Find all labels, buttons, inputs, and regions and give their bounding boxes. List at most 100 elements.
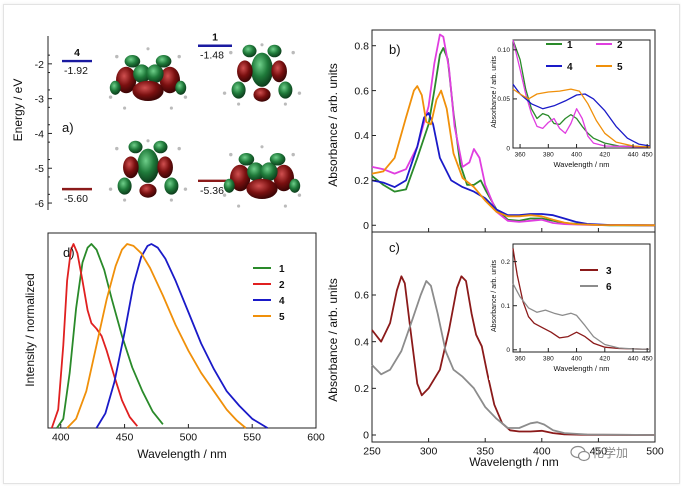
inset-y-tick-label: 0	[506, 145, 510, 152]
orbital-picture-4-homo	[108, 139, 188, 202]
inset-y-tick-label: 0.2	[501, 259, 510, 266]
inset-plot: 360 380 400 420 440 450 0 0.05 0.10 Wavelength / …	[489, 36, 653, 176]
inset-x-axis-title: Wavelength / nm	[554, 364, 610, 373]
energy-value-4-lumo: -1.92	[64, 65, 88, 77]
inset-x-tick-label: 450	[642, 356, 653, 363]
energy-value-1-homo: -5.36	[200, 185, 224, 197]
inset-x-tick-label: 420	[599, 356, 610, 363]
compound-label-4: 4	[74, 47, 80, 59]
inset-plot-frame	[512, 243, 651, 353]
inset-x-tick-label: 380	[543, 152, 554, 159]
x-tick-label: 500	[646, 446, 664, 458]
inset-x-tick-label: 360	[515, 152, 526, 159]
inset-x-axis-title: Wavelength / nm	[554, 160, 610, 169]
energy-value-1-lumo: -1.48	[200, 50, 224, 62]
inset-x-tick-label: 360	[515, 356, 526, 363]
y-tick-label: 0	[363, 220, 369, 232]
inset-series-line-3	[512, 248, 651, 351]
y-tick-label: 0.6	[354, 290, 369, 302]
inset-series-line-6	[512, 283, 651, 351]
orbital-picture-4-lumo	[108, 47, 188, 110]
inset-series-line-2	[512, 39, 651, 148]
inset-x-tick-label: 440	[628, 152, 639, 159]
plot-frame	[47, 232, 317, 429]
y-tick-label: -3	[35, 94, 44, 106]
y-tick-label: 0.2	[354, 175, 369, 187]
panel-label: d)	[63, 245, 75, 260]
inset-y-tick-label: 0.10	[497, 47, 510, 54]
inset-y-tick-label: 0.05	[497, 96, 510, 103]
series-line-5	[371, 85, 656, 227]
watermark: 化学加	[570, 445, 628, 462]
inset-plot-frame	[512, 39, 651, 149]
inset-y-axis-title: Absorbance / arb. units	[491, 56, 498, 128]
y-tick-label: -2	[35, 59, 44, 71]
x-tick-label: 550	[243, 432, 261, 444]
y-tick-label: -5	[35, 163, 44, 175]
x-tick-label: 450	[590, 446, 608, 458]
series-line-6	[371, 280, 656, 436]
x-axis-title: Wavelength / nm	[469, 455, 559, 469]
inset-x-tick-label: 420	[599, 152, 610, 159]
panel-b-absorbance: 0 0.2 0.4 0.6 0.8 Absorbance / arb. units b) 36…	[326, 29, 656, 233]
inset-x-tick-label: 400	[571, 356, 582, 363]
legend-label-5: 5	[617, 62, 623, 73]
x-tick-label: 600	[307, 432, 325, 444]
legend-label-6: 6	[606, 282, 612, 293]
legend-label-4: 4	[279, 296, 285, 307]
y-axis-title: Intensity / normalized	[23, 273, 37, 386]
inset-background	[489, 240, 652, 380]
inset-plot: 360 380 400 420 440 450 0 0.1 0.2 Wavelength / nm…	[489, 240, 653, 380]
y-tick-label: 0.8	[354, 40, 369, 52]
inset-x-tick-label: 400	[571, 152, 582, 159]
series-line-1	[56, 243, 164, 429]
legend-label-1: 1	[567, 40, 573, 51]
legend-label-3: 3	[606, 266, 612, 277]
y-tick-label: 0.6	[354, 85, 369, 97]
x-tick-label: 350	[476, 446, 494, 458]
inset-background	[489, 36, 652, 176]
x-tick-label: 500	[180, 432, 198, 444]
x-tick-label: 450	[116, 432, 134, 444]
inset-x-tick-label: 380	[543, 356, 554, 363]
energy-value-4-homo: -5.60	[64, 193, 88, 205]
legend-label-5: 5	[279, 312, 285, 323]
x-tick-label: 400	[52, 432, 70, 444]
y-tick-label: -6	[35, 198, 44, 210]
compound-label-1: 1	[212, 32, 218, 44]
x-tick-label: 250	[363, 446, 381, 458]
inset-series-line-4	[512, 83, 651, 147]
inset-y-tick-label: 0.1	[501, 303, 510, 310]
x-axis-title: Wavelength / nm	[137, 447, 227, 461]
y-axis-title: Absorbance / arb. units	[326, 63, 340, 186]
y-tick-label: -4	[35, 128, 44, 140]
y-tick-label: 0.4	[354, 336, 369, 348]
y-axis-title: Absorbance / arb. units	[326, 278, 340, 401]
y-tick-label: 0	[363, 430, 369, 442]
series-line-3	[371, 275, 656, 436]
series-line-2	[50, 243, 138, 429]
y-tick-label: 0.4	[354, 130, 369, 142]
legend-label-4: 4	[567, 62, 573, 73]
x-tick-label: 400	[533, 446, 551, 458]
series-line-4	[95, 243, 268, 429]
watermark-text: 化学加	[592, 445, 628, 460]
inset-series-line-5	[512, 88, 651, 148]
inset-x-tick-label: 450	[642, 152, 653, 159]
legend-label-2: 2	[617, 40, 623, 51]
wechat-icon	[570, 445, 591, 462]
x-tick-label: 300	[420, 446, 438, 458]
panel-d-emission: 400 450 500 550 600 Wavelength / nm Intensity …	[23, 232, 325, 461]
panel-a-energy-levels: -2 -3 -4 -5 -6 Energy / eV a) -1.92 -1.48 -5.60 -5…	[11, 32, 302, 210]
y-axis-title: Energy / eV	[11, 79, 25, 142]
inset-x-tick-label: 440	[628, 356, 639, 363]
panel-label: c)	[389, 240, 400, 255]
panel-c-absorbance: 250 300 350 400 450 500 0 0.2 0.4 0.6 Wavelength /…	[326, 231, 664, 469]
plot-frame	[371, 231, 656, 443]
inset-series-line-1	[512, 39, 651, 148]
legend-label-2: 2	[279, 280, 285, 291]
orbital-picture-1-homo	[222, 145, 302, 208]
panel-label: a)	[62, 120, 74, 135]
orbital-picture-1-lumo	[222, 43, 302, 106]
